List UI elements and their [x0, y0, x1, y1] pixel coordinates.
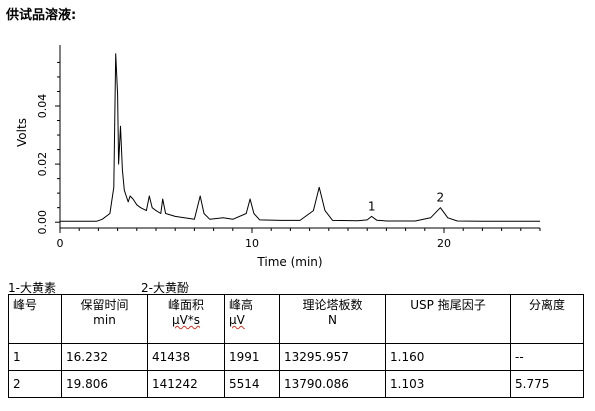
header-peak-height: 峰高 μV — [224, 294, 280, 344]
cell-peak-area: 41438 — [147, 343, 225, 371]
header-usp-tailing: USP 拖尾因子 — [385, 294, 511, 344]
cell-peak-no: 1 — [8, 343, 62, 371]
cell-resolution: 5.775 — [510, 370, 584, 398]
peak-label: 2 — [436, 191, 444, 205]
results-table: 峰号 保留时间 min 峰面积 μV*s 峰高 μV 理论塔板数 N USP 拖… — [8, 294, 584, 398]
y-tick-label: 0.02 — [36, 152, 49, 177]
header-theoretical-plates: 理论塔板数 N — [279, 294, 386, 344]
cell-peak-area: 141242 — [147, 370, 225, 398]
y-axis-label: Volts — [15, 118, 29, 147]
chromatogram-chart: 0 10 20 0.00 0.02 0.04 Time (min) Volts 1 2 — [15, 45, 541, 269]
cell-peak-height: 1991 — [224, 343, 280, 371]
x-tick-label: 0 — [57, 237, 64, 250]
table-row: 2 19.806 141242 5514 13790.086 1.103 5.7… — [8, 370, 584, 398]
cell-resolution: -- — [510, 343, 584, 371]
legend-item-1: 1-大黄素 — [8, 281, 56, 295]
y-tick-label: 0.04 — [36, 94, 49, 119]
header-peak-area: 峰面积 μV*s — [147, 294, 225, 344]
x-axis-label: Time (min) — [256, 255, 322, 269]
cell-usp-tailing: 1.103 — [385, 370, 511, 398]
chromatogram-trace — [60, 53, 540, 222]
x-tick-label: 10 — [245, 237, 259, 250]
peak-label: 1 — [368, 199, 376, 213]
x-tick-label: 20 — [437, 237, 451, 250]
cell-usp-tailing: 1.160 — [385, 343, 511, 371]
header-resolution: 分离度 — [510, 294, 584, 344]
table-header-row: 峰号 保留时间 min 峰面积 μV*s 峰高 μV 理论塔板数 N USP 拖… — [8, 294, 584, 344]
page-heading: 供试品溶液: — [6, 8, 77, 23]
header-peak-no: 峰号 — [8, 294, 62, 344]
cell-peak-height: 5514 — [224, 370, 280, 398]
cell-retention-time: 16.232 — [61, 343, 148, 371]
table-row: 1 16.232 41438 1991 13295.957 1.160 -- — [8, 343, 584, 371]
cell-theoretical-plates: 13295.957 — [279, 343, 386, 371]
y-tick-label: 0.00 — [36, 210, 49, 235]
header-retention-time: 保留时间 min — [61, 294, 148, 344]
cell-retention-time: 19.806 — [61, 370, 148, 398]
legend-item-2: 2-大黄酚 — [141, 281, 189, 295]
cell-peak-no: 2 — [8, 370, 62, 398]
cell-theoretical-plates: 13790.086 — [279, 370, 386, 398]
